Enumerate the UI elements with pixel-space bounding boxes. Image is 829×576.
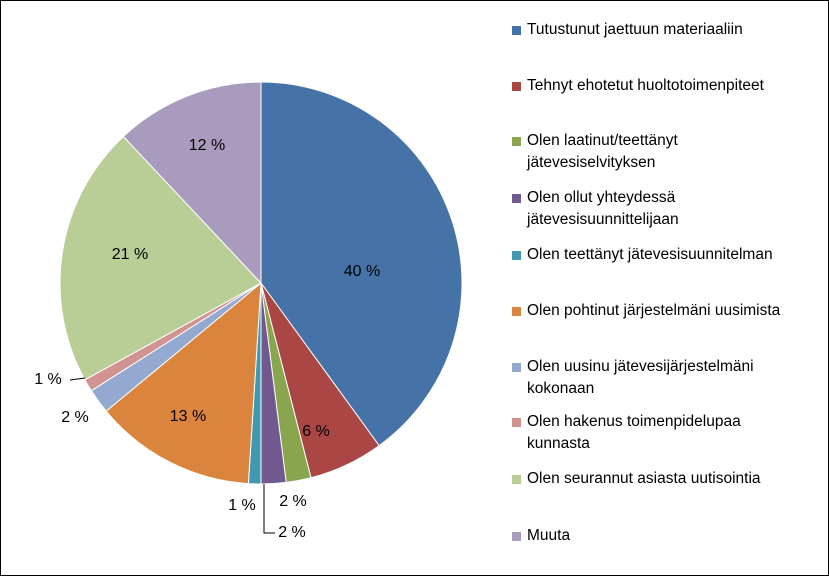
legend-item-3: Olen laatinut/teettänyt jätevesiselvityk… — [512, 130, 678, 174]
data-label-8: 1 % — [34, 371, 62, 388]
legend-swatch — [512, 418, 521, 427]
legend-label: Tehnyt ehotetut huoltotoimenpiteet — [527, 77, 764, 94]
legend-item-10: Muuta — [512, 525, 570, 547]
chart-legend: Tutustunut jaettuun materiaaliin Tehnyt e… — [512, 0, 827, 574]
legend-swatch — [512, 194, 521, 203]
data-label-6: 13 % — [170, 408, 206, 425]
legend-swatch — [512, 82, 521, 91]
pie-slice-10 — [122, 81, 262, 285]
legend-swatch — [512, 363, 521, 372]
data-label-5: 1 % — [228, 497, 256, 514]
data-label-1: 40 % — [344, 263, 380, 280]
legend-item-5: Olen teettänyt jätevesisuunnitelman — [512, 244, 773, 266]
legend-label: Olen pohtinut järjestelmäni uusimista — [527, 302, 781, 319]
pie-slice-6 — [105, 281, 262, 485]
leader-line-8 — [69, 377, 86, 381]
legend-item-1: Tutustunut jaettuun materiaaliin — [512, 19, 743, 41]
data-label-9: 21 % — [112, 246, 148, 263]
data-label-10: 12 % — [189, 137, 225, 154]
legend-label: Olen ollut yhteydessä jätevesisuunnittel… — [527, 189, 679, 228]
legend-item-6: Olen pohtinut järjestelmäni uusimista — [512, 300, 780, 322]
data-label-4: 2 % — [278, 524, 306, 541]
data-label-7: 2 % — [61, 409, 89, 426]
legend-item-2: Tehnyt ehotetut huoltotoimenpiteet — [512, 75, 764, 97]
legend-item-8: Olen hakenus toimenpidelupaa kunnasta — [512, 411, 741, 455]
legend-item-9: Olen seurannut asiasta uutisointia — [512, 468, 761, 490]
leader-line-4 — [263, 484, 275, 534]
data-label-2: 6 % — [302, 423, 330, 440]
legend-label: Olen laatinut/teettänyt jätevesiselvityk… — [527, 132, 678, 171]
legend-swatch — [512, 137, 521, 146]
legend-swatch — [512, 475, 521, 484]
legend-label: Olen hakenus toimenpidelupaa kunnasta — [527, 413, 741, 452]
legend-label: Muuta — [527, 527, 571, 544]
legend-label: Olen seurannut asiasta uutisointia — [527, 470, 761, 487]
legend-item-4: Olen ollut yhteydessä jätevesisuunnittel… — [512, 187, 679, 231]
legend-item-7: Olen uusinu jätevesijärjestelmäni kokona… — [512, 356, 754, 400]
data-label-3: 2 % — [279, 493, 307, 510]
legend-swatch — [512, 251, 521, 260]
legend-swatch — [512, 307, 521, 316]
legend-label: Olen teettänyt jätevesisuunnitelman — [527, 246, 773, 263]
legend-label: Olen uusinu jätevesijärjestelmäni kokona… — [527, 358, 754, 397]
pie-slice-9 — [59, 135, 262, 381]
pie-slice-1 — [260, 81, 463, 447]
legend-swatch — [512, 26, 521, 35]
legend-swatch — [512, 532, 521, 541]
legend-label: Tutustunut jaettuun materiaaliin — [527, 21, 743, 38]
